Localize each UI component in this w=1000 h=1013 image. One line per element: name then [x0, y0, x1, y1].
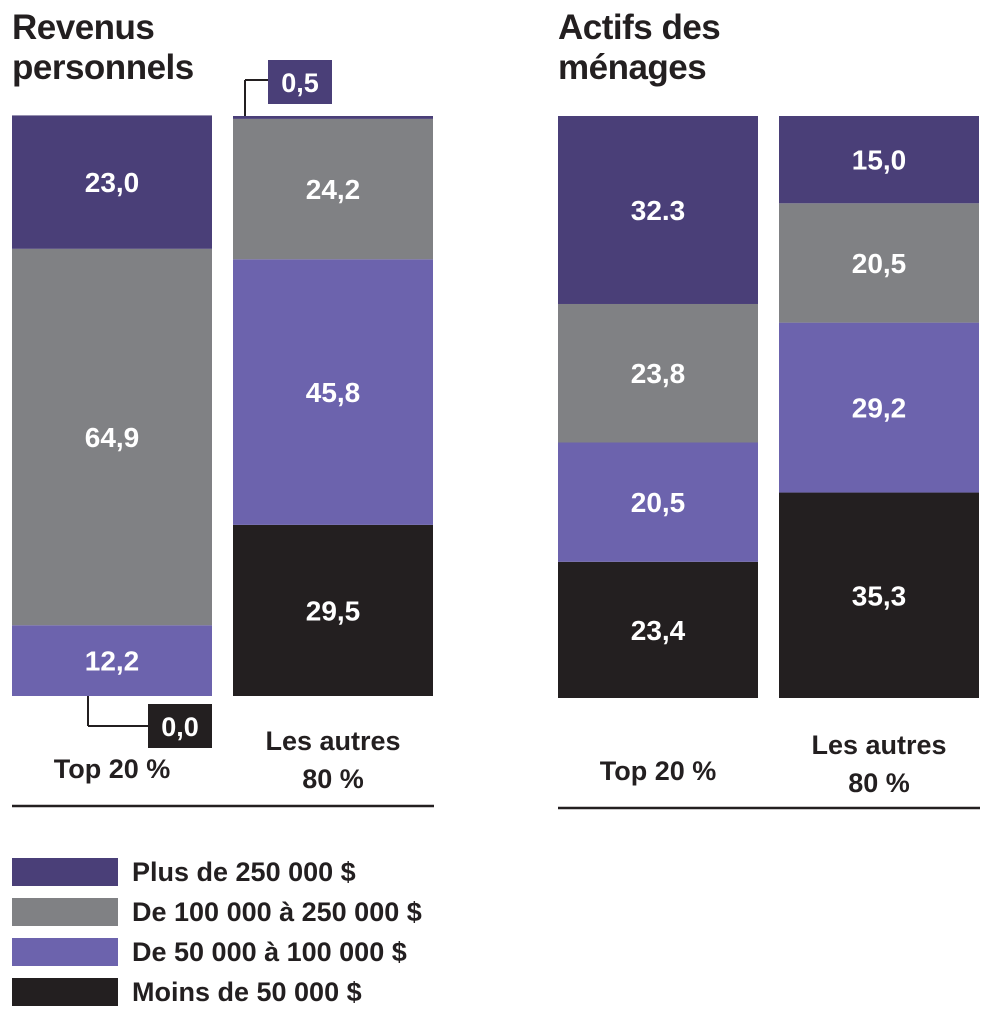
bar-segment — [779, 322, 979, 493]
legend-swatch — [12, 858, 118, 886]
bar-segment — [233, 118, 433, 260]
data-label: 12,2 — [85, 646, 140, 677]
bar-segment — [233, 524, 433, 696]
legend: Plus de 250 000 $ De 100 000 à 250 000 $… — [12, 852, 422, 1012]
data-label: 35,3 — [852, 580, 907, 611]
chart-title-line: Revenus — [12, 8, 155, 47]
legend-item: Plus de 250 000 $ — [12, 852, 422, 892]
bar-segment — [558, 116, 758, 304]
data-label: 23,4 — [631, 615, 686, 646]
data-label: 45,8 — [306, 377, 361, 408]
chart-title-line: ménages — [558, 48, 707, 87]
bar-segment — [233, 259, 433, 525]
bar-segment — [558, 303, 758, 443]
callout-box — [268, 60, 332, 104]
bar-segment — [12, 115, 212, 249]
chart-title-actifs: Actifs des ménages — [558, 8, 721, 88]
data-label: 0,0 — [161, 712, 199, 742]
legend-swatch — [12, 978, 118, 1006]
chart-title-revenus: Revenus personnels — [12, 8, 194, 88]
bar-segment — [558, 442, 758, 562]
chart-title-line: personnels — [12, 48, 194, 87]
category-label: 80 % — [302, 764, 364, 794]
legend-item: De 50 000 à 100 000 $ — [12, 932, 422, 972]
legend-swatch — [12, 898, 118, 926]
data-label: 29,2 — [852, 393, 907, 424]
legend-label: Moins de 50 000 $ — [132, 976, 362, 1007]
category-label: Les autres — [811, 730, 946, 760]
data-label: 0,5 — [281, 68, 319, 98]
legend-label: Plus de 250 000 $ — [132, 856, 356, 887]
data-label: 24,2 — [306, 174, 361, 205]
bar-segment — [779, 492, 979, 698]
bar-segment — [779, 116, 979, 204]
legend-label: De 100 000 à 250 000 $ — [132, 896, 422, 927]
stacked-bar-charts: 0,0 12,2 64,9 23,0 Top 20 % 29,5 45,8 24,2 0,5 Le… — [12, 60, 980, 810]
legend-swatch — [12, 938, 118, 966]
bar-segment — [12, 625, 212, 696]
chart-title-line: Actifs des — [558, 8, 721, 47]
bar-segment — [233, 116, 433, 119]
legend-item: De 100 000 à 250 000 $ — [12, 892, 422, 932]
category-label: 80 % — [848, 768, 910, 798]
callout-box — [148, 704, 212, 748]
data-label: 32.3 — [631, 195, 686, 226]
category-label: Les autres — [265, 726, 400, 756]
bar-segment — [558, 561, 758, 698]
data-label: 15,0 — [852, 145, 907, 176]
data-label: 64,9 — [85, 422, 140, 453]
bar-segment — [779, 203, 979, 323]
data-label: 20,5 — [852, 248, 907, 279]
data-label: 29,5 — [306, 595, 361, 626]
category-label: Top 20 % — [600, 756, 717, 786]
legend-label: De 50 000 à 100 000 $ — [132, 936, 407, 967]
category-label: Top 20 % — [54, 754, 171, 784]
data-label: 23,0 — [85, 167, 140, 198]
bar-segment — [12, 248, 212, 626]
data-label: 23,8 — [631, 358, 686, 389]
data-label: 20,5 — [631, 487, 686, 518]
legend-item: Moins de 50 000 $ — [12, 972, 422, 1012]
